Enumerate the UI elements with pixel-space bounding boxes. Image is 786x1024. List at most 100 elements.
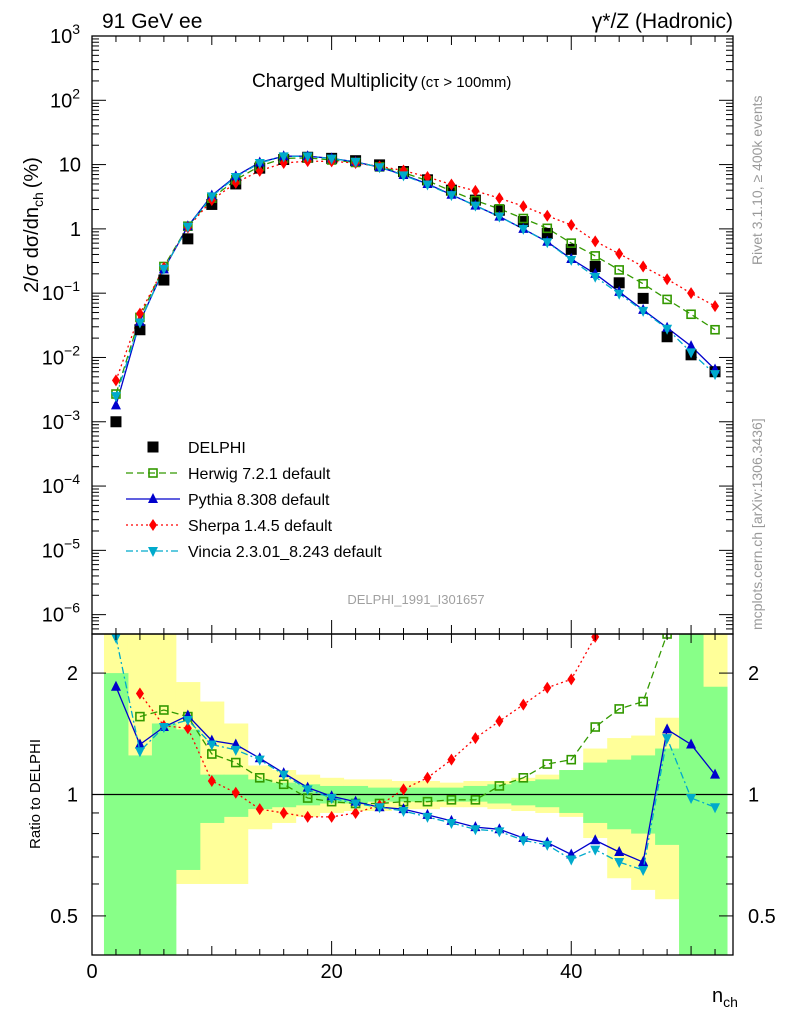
ratio-point-vincia-2-3-01-8-243-default — [398, 807, 409, 818]
data-point-vincia-2-3-01-8-243-default — [590, 272, 601, 283]
ratio-point-vincia-2-3-01-8-243-default — [662, 734, 673, 745]
main-y-tick-label: 10−6 — [42, 600, 80, 627]
ratio-point-sherpa-1-4-5-default — [495, 715, 504, 728]
data-point-vincia-2-3-01-8-243-default — [422, 180, 433, 191]
x-tick-label: 0 — [86, 961, 97, 983]
ratio-point-vincia-2-3-01-8-243-default — [134, 747, 145, 758]
x-axis-label-text: n — [712, 985, 723, 1007]
x-tick-label: 40 — [560, 961, 582, 983]
ratio-point-vincia-2-3-01-8-243-default — [182, 716, 193, 727]
data-point-vincia-2-3-01-8-243-default — [374, 163, 385, 174]
ratio-point-herwig-7-2-1-default — [518, 773, 529, 783]
main-ylabel: 2/σ dσ/dnch (%) — [21, 157, 46, 293]
ratio-point-herwig-7-2-1-default — [422, 796, 433, 807]
data-point-sherpa-1-4-5-default — [255, 164, 264, 177]
data-point-sherpa-1-4-5-default — [591, 235, 600, 248]
ratio-point-herwig-7-2-1-default — [614, 704, 624, 714]
data-point-sherpa-1-4-5-default — [471, 184, 480, 197]
data-point-vincia-2-3-01-8-243-default — [710, 370, 721, 381]
data-point-delphi — [541, 227, 553, 239]
ratio-point-pythia-8-308-default — [134, 738, 145, 749]
watermark-analysis: DELPHI_1991_I301657 — [347, 592, 484, 607]
data-point-sherpa-1-4-5-default — [639, 260, 648, 273]
ratio-point-herwig-7-2-1-default — [566, 754, 577, 765]
header-right: γ*/Z (Hadronic) — [592, 10, 733, 33]
ratio-point-herwig-7-2-1-default — [542, 759, 553, 769]
data-point-delphi — [158, 274, 170, 286]
main-y-tick-label: 10−5 — [42, 535, 80, 562]
data-point-sherpa-1-4-5-default — [135, 307, 144, 320]
ratio-y-tick-label-left: 0.5 — [50, 906, 78, 928]
main-y-tick-base: 10 — [42, 412, 64, 434]
ratio-point-sherpa-1-4-5-default — [231, 786, 240, 799]
ratio-point-sherpa-1-4-5-default — [279, 806, 288, 819]
legend-label-pythia-8-308-default: Pythia 8.308 default — [188, 492, 330, 509]
data-point-delphi — [110, 416, 122, 428]
legend-marker-delphi — [147, 441, 159, 453]
uncertainty-band-green — [511, 781, 536, 806]
main-y-tick-base: 10 — [42, 283, 64, 305]
data-point-sherpa-1-4-5-default — [519, 200, 528, 213]
data-point-herwig-7-2-1-default — [710, 324, 720, 335]
data-point-vincia-2-3-01-8-243-default — [494, 212, 505, 223]
ratio-point-sherpa-1-4-5-default — [183, 722, 192, 735]
main-y-tick-label: 102 — [50, 85, 80, 112]
uncertainty-band-green — [175, 729, 201, 870]
main-y-tick-exp: −5 — [64, 535, 80, 551]
ratio-point-sherpa-1-4-5-default — [567, 673, 576, 686]
ratio-point-sherpa-1-4-5-default — [351, 806, 360, 819]
data-point-vincia-2-3-01-8-243-default — [182, 222, 193, 233]
data-point-herwig-7-2-1-default — [662, 294, 672, 305]
data-point-sherpa-1-4-5-default — [447, 178, 456, 191]
main-y-tick-base: 10 — [42, 605, 64, 627]
main-ylabel-unit: (%) — [21, 157, 43, 188]
legend: DELPHI Herwig 7.2.1 default Pythia 8.308 d… — [126, 440, 382, 561]
ratio-point-sherpa-1-4-5-default — [519, 698, 528, 711]
ratio-point-pythia-8-308-default — [710, 768, 721, 779]
uncertainty-band-green — [559, 770, 584, 813]
ratio-line-sherpa-1-4-5-default — [139, 636, 596, 818]
ratio-point-pythia-8-308-default — [590, 834, 601, 845]
ratio-point-herwig-7-2-1-default — [470, 795, 481, 805]
uncertainty-band-green — [151, 723, 177, 955]
ratio-point-vincia-2-3-01-8-243-default — [686, 794, 697, 805]
ratio-point-sherpa-1-4-5-default — [207, 775, 216, 788]
data-point-vincia-2-3-01-8-243-default — [158, 264, 169, 275]
data-point-vincia-2-3-01-8-243-default — [470, 201, 481, 212]
data-point-herwig-7-2-1-default — [638, 278, 648, 289]
series-line-pythia-8-308-default — [115, 155, 716, 406]
data-point-sherpa-1-4-5-default — [567, 218, 576, 231]
ratio-point-vincia-2-3-01-8-243-default — [614, 858, 625, 869]
ratio-point-sherpa-1-4-5-default — [327, 810, 336, 823]
ratio-point-herwig-7-2-1-default — [254, 773, 265, 783]
data-point-pythia-8-308-default — [110, 399, 121, 410]
series-line-herwig-7-2-1-default — [115, 157, 716, 395]
main-y-tick-label: 10−3 — [42, 407, 80, 434]
main-y-tick-label: 10−1 — [42, 278, 80, 305]
x-axis-label-sub: ch — [723, 994, 738, 1010]
ratio-y-tick-label-left: 1 — [67, 785, 78, 807]
data-point-delphi — [182, 233, 194, 245]
data-point-vincia-2-3-01-8-243-default — [542, 238, 553, 249]
data-point-vincia-2-3-01-8-243-default — [230, 173, 241, 184]
ratio-y-tick-label-left: 2 — [67, 663, 78, 685]
ratio-ylabel: Ratio to DELPHI — [27, 739, 44, 849]
ratio-point-pythia-8-308-default — [662, 723, 673, 734]
ratio-point-herwig-7-2-1-default — [135, 711, 145, 722]
ratio-point-vincia-2-3-01-8-243-default — [566, 855, 577, 866]
data-point-herwig-7-2-1-default — [518, 213, 529, 224]
uncertainty-band-green — [487, 784, 512, 804]
data-point-sherpa-1-4-5-default — [495, 192, 504, 205]
ratio-point-sherpa-1-4-5-default — [303, 810, 312, 823]
data-point-herwig-7-2-1-default — [542, 223, 553, 234]
data-point-vincia-2-3-01-8-243-default — [614, 289, 625, 300]
ratio-point-vincia-2-3-01-8-243-default — [590, 845, 601, 856]
data-point-herwig-7-2-1-default — [566, 238, 577, 248]
main-y-tick-label: 10 — [59, 155, 81, 177]
data-point-sherpa-1-4-5-default — [279, 156, 288, 169]
ratio-point-vincia-2-3-01-8-243-default — [638, 865, 649, 876]
main-y-tick-base: 10 — [50, 26, 72, 48]
main-y-tick-exp: −4 — [64, 471, 80, 487]
data-point-vincia-2-3-01-8-243-default — [446, 191, 457, 202]
